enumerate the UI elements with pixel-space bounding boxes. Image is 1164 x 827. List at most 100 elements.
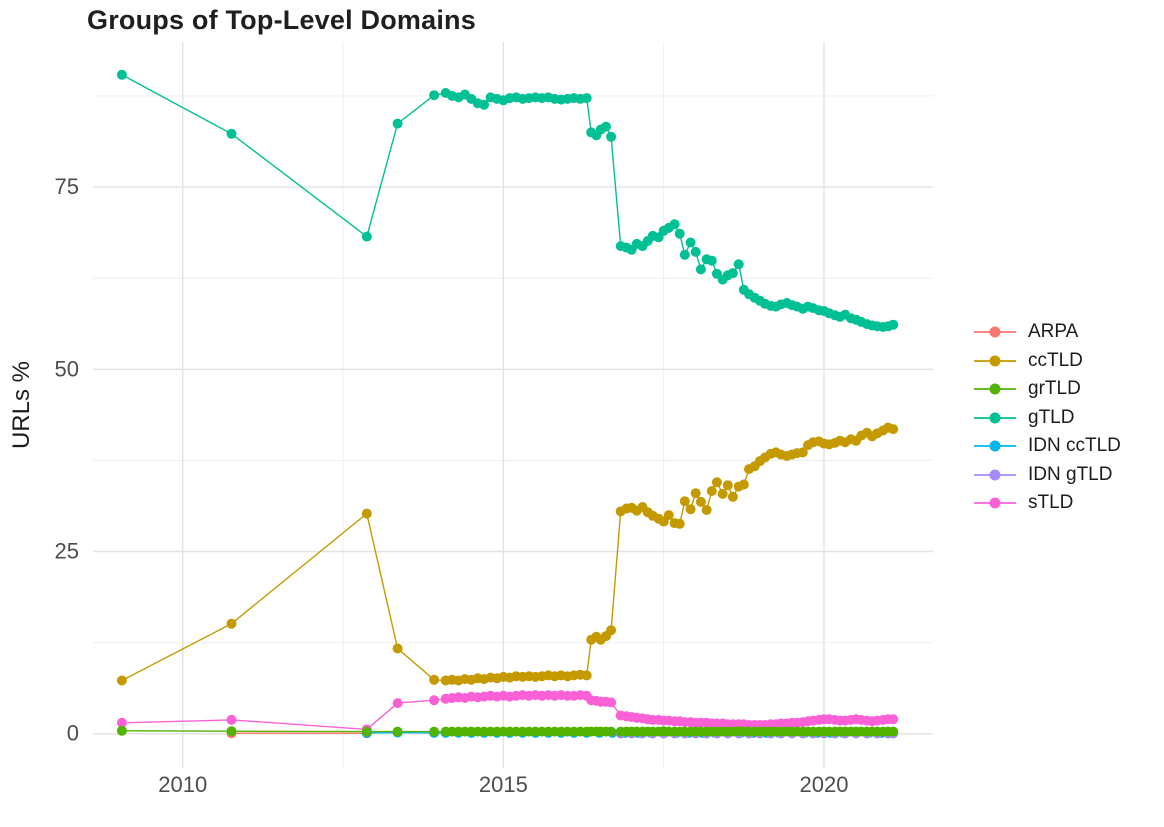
data-point [226,618,237,629]
data-point [738,479,749,490]
grid-minor [93,42,933,768]
legend-label: ARPA [1028,321,1079,343]
data-point [685,237,696,248]
data-point [606,625,617,636]
data-point [679,496,690,507]
data-point [722,480,733,491]
legend-item-cctld: ccTLD [972,347,1121,376]
data-point [361,508,372,519]
y-tick-label: 0 [67,721,79,746]
legend-label: sTLD [1028,492,1074,514]
legend-dot-icon [989,326,1001,338]
data-point [581,93,592,104]
data-point [888,424,899,435]
data-point [727,268,738,279]
data-point [392,698,403,709]
legend-key-idn-cctld [974,440,1016,452]
series-gtld [116,69,899,332]
legend-item-stld: sTLD [972,489,1121,518]
data-point [663,510,674,521]
data-point [361,726,372,737]
series-grtld [116,725,899,737]
legend: ARPA ccTLD grTLD gTLD IDN ccTLD IDN gTLD sTLD [972,318,1121,518]
data-point [701,505,712,515]
data-point [226,714,237,725]
data-point [797,447,808,458]
data-point [606,697,617,708]
data-point [226,128,237,139]
data-point [361,231,372,242]
series-line-gtld [121,74,894,328]
data-point [429,726,440,737]
data-point [429,674,440,685]
data-point [888,319,899,330]
legend-key-grtld [974,383,1016,395]
legend-dot-icon [989,497,1001,509]
grid-major [93,42,933,768]
legend-label: gTLD [1028,406,1075,428]
data-point [727,491,738,502]
data-point [690,488,701,499]
data-point [429,90,440,101]
data-point [679,249,690,260]
data-point [674,228,685,239]
chart-title: Groups of Top-Level Domains [87,5,476,35]
x-tick-label: 2020 [800,772,849,797]
data-point [711,477,722,488]
series-arpa [226,728,372,739]
legend-item-grtld: grTLD [972,375,1121,404]
data-point [695,264,706,275]
y-axis-title: URLs % [8,360,35,450]
data-point [888,726,899,737]
legend-label: IDN ccTLD [1028,435,1121,457]
data-point [706,486,717,496]
data-point [601,121,611,132]
legend-item-idn-gtld: IDN gTLD [972,461,1121,490]
y-tick-label: 50 [55,356,79,381]
data-point [116,725,127,736]
axis-tick-labels: 2010 2015 2020 0 25 50 75 [55,174,849,797]
x-tick-label: 2010 [158,772,207,797]
series-cctld [116,422,899,686]
legend-key-idn-gtld [974,469,1016,481]
data-point [116,69,127,80]
data-point [706,255,717,266]
legend-label: ccTLD [1028,349,1083,371]
legend-item-arpa: ARPA [972,318,1121,347]
data-point [888,714,899,725]
data-point [690,246,701,257]
data-point [695,496,706,507]
data-point [392,643,403,654]
data-point [392,118,403,129]
y-axis-title-wrap: URLs % [8,42,36,768]
data-point [674,518,685,529]
legend-dot-icon [989,383,1001,395]
legend-label: IDN gTLD [1028,463,1113,485]
legend-key-cctld [974,355,1016,367]
legend-item-idn-cctld: IDN ccTLD [972,432,1121,461]
data-point [581,670,592,681]
legend-key-gtld [974,412,1016,424]
data-point [479,99,490,110]
legend-label: grTLD [1028,378,1081,400]
legend-dot-icon [989,440,1001,452]
y-tick-label: 75 [55,174,79,199]
x-tick-label: 2015 [479,772,528,797]
data-point [606,131,617,142]
data-point [606,726,617,737]
legend-dot-icon [989,469,1001,481]
legend-dot-icon [989,412,1001,424]
legend-key-arpa [974,326,1016,338]
legend-item-gtld: gTLD [972,404,1121,433]
data-point [429,695,440,706]
legend-dot-icon [989,355,1001,367]
data-point [226,726,237,737]
data-point [116,717,127,728]
data-point [717,488,728,499]
data-point [116,675,127,686]
data-point [685,504,696,515]
y-tick-label: 25 [55,539,79,564]
data-point [733,259,744,270]
